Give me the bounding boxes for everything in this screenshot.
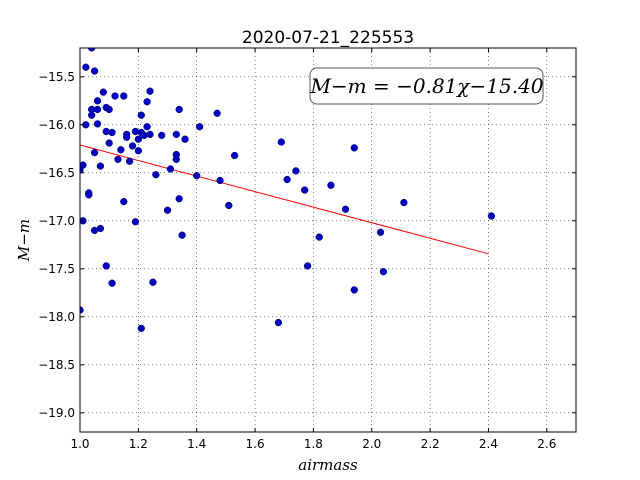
plot-frame bbox=[79, 47, 577, 433]
data-point bbox=[120, 197, 128, 206]
data-point bbox=[93, 97, 102, 105]
data-point bbox=[120, 92, 128, 100]
data-point bbox=[341, 205, 350, 213]
data-point bbox=[350, 144, 358, 152]
data-point bbox=[108, 279, 116, 287]
data-point bbox=[277, 138, 285, 146]
x-axis-label: airmass bbox=[298, 456, 358, 474]
data-point bbox=[175, 105, 183, 114]
data-point bbox=[376, 228, 385, 236]
data-point bbox=[379, 268, 388, 276]
data-point bbox=[149, 278, 157, 286]
x-tick-label: 1.4 bbox=[187, 437, 206, 451]
fit-line bbox=[79, 144, 489, 255]
data-point bbox=[230, 151, 239, 160]
y-tick-label: −16.5 bbox=[38, 166, 75, 180]
data-point bbox=[158, 131, 166, 140]
data-point bbox=[350, 286, 358, 294]
data-point bbox=[111, 92, 119, 100]
data-point bbox=[146, 130, 154, 139]
fit-equation-box: M−m = −0.81χ−15.40 bbox=[309, 67, 544, 105]
data-point bbox=[96, 224, 105, 233]
data-point bbox=[146, 87, 154, 95]
data-point bbox=[105, 105, 113, 114]
data-point bbox=[193, 172, 201, 180]
y-tick-label: −18.5 bbox=[38, 358, 75, 372]
data-point bbox=[82, 63, 90, 71]
data-point bbox=[172, 155, 180, 164]
y-tick-label: −17.0 bbox=[38, 214, 75, 228]
data-point bbox=[172, 130, 180, 139]
data-point bbox=[195, 123, 204, 131]
x-tick-label: 1.8 bbox=[304, 437, 323, 451]
data-point bbox=[143, 98, 151, 106]
data-points bbox=[80, 48, 496, 332]
x-tick-label: 2.0 bbox=[362, 437, 381, 451]
data-point bbox=[175, 195, 183, 203]
data-point bbox=[487, 212, 496, 220]
data-point bbox=[152, 171, 160, 179]
data-point bbox=[99, 88, 107, 96]
data-point bbox=[400, 198, 408, 207]
y-tick-label: −15.5 bbox=[38, 70, 75, 84]
data-point bbox=[85, 191, 93, 199]
y-tick-label: −16.0 bbox=[38, 118, 75, 132]
data-point bbox=[163, 206, 172, 214]
x-tick-label: 1.2 bbox=[129, 437, 148, 451]
fit-line-layer bbox=[79, 144, 489, 255]
data-point bbox=[181, 135, 189, 143]
fit-equation: M−m = −0.81χ−15.40 bbox=[309, 74, 543, 98]
x-tick-label: 1.6 bbox=[246, 437, 265, 451]
data-point bbox=[123, 133, 131, 141]
data-point bbox=[225, 201, 233, 210]
x-tick-label: 2.4 bbox=[479, 437, 498, 451]
data-point bbox=[93, 120, 102, 128]
x-tick-label: 2.2 bbox=[421, 437, 440, 451]
data-point bbox=[303, 262, 312, 270]
data-point bbox=[213, 109, 221, 117]
x-tick-label: 2.6 bbox=[537, 437, 556, 451]
x-tick-label: 1.0 bbox=[70, 437, 89, 451]
data-point bbox=[137, 111, 145, 119]
data-point bbox=[125, 157, 134, 165]
data-point bbox=[88, 48, 96, 52]
data-point bbox=[90, 148, 99, 157]
data-point bbox=[134, 147, 143, 155]
data-point bbox=[166, 165, 175, 173]
y-axis-label: M−m bbox=[15, 219, 33, 262]
data-point bbox=[80, 161, 87, 169]
data-point bbox=[292, 167, 300, 175]
data-point bbox=[301, 186, 309, 194]
data-point bbox=[93, 105, 102, 114]
chart-title: 2020-07-21_225553 bbox=[242, 28, 414, 48]
data-point bbox=[134, 135, 143, 143]
data-point bbox=[117, 146, 125, 154]
y-tick-label: −18.0 bbox=[38, 310, 75, 324]
data-point bbox=[114, 155, 122, 164]
plot-area bbox=[80, 48, 576, 432]
axis-ticks: 1.0 1.2 1.4 1.6 1.8 2.0 2.2 2.4 2.6 −15.5 −16.0 −16… bbox=[38, 48, 576, 451]
data-point bbox=[90, 67, 99, 75]
data-point bbox=[102, 262, 110, 270]
data-point bbox=[88, 111, 96, 119]
data-point bbox=[327, 181, 335, 189]
data-point bbox=[274, 318, 283, 327]
y-tick-label: −19.0 bbox=[38, 406, 75, 420]
data-point bbox=[143, 123, 151, 131]
data-point bbox=[315, 233, 323, 241]
data-point bbox=[178, 231, 186, 239]
grid-lines bbox=[79, 48, 576, 432]
data-point bbox=[108, 128, 116, 137]
data-point bbox=[283, 175, 291, 184]
y-tick-label: −17.5 bbox=[38, 262, 75, 276]
data-point bbox=[137, 324, 145, 332]
data-point bbox=[80, 306, 84, 314]
data-point bbox=[216, 176, 224, 185]
data-point bbox=[131, 218, 140, 226]
data-point bbox=[105, 139, 113, 147]
data-point bbox=[128, 142, 137, 150]
data-point bbox=[96, 162, 105, 170]
fit-equation-frame bbox=[309, 67, 544, 105]
